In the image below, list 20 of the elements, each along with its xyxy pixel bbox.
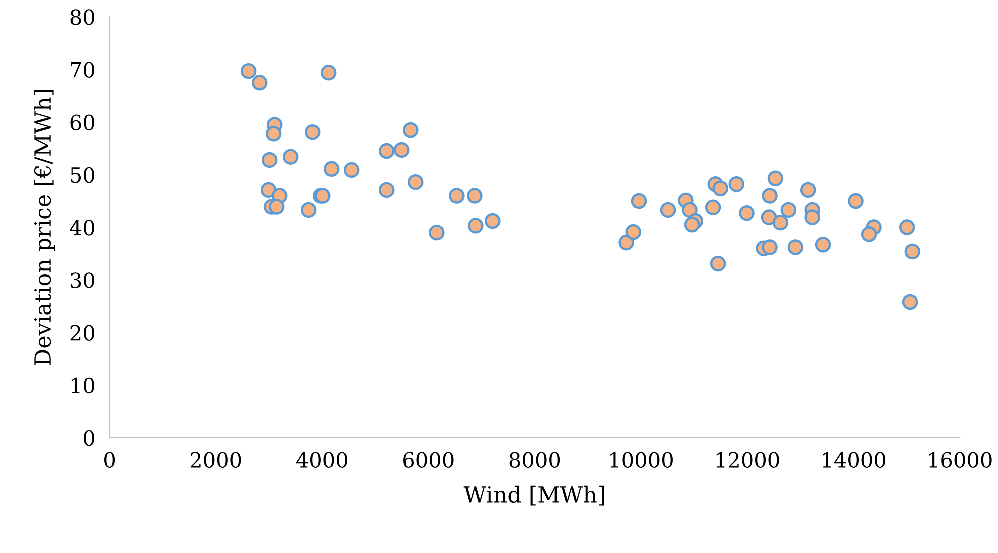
y-tick-label: 70: [71, 62, 95, 78]
x-tick-label: 12000: [716, 452, 780, 468]
x-tick-label: 14000: [823, 452, 886, 468]
y-tick-label: 0: [84, 430, 95, 446]
y-tick-label: 10: [72, 378, 95, 394]
y-tick-label: 40: [70, 220, 95, 236]
x-tick-label: 4000: [296, 452, 348, 468]
y-tick-label: 20: [70, 325, 95, 341]
x-tick-label: 8000: [510, 452, 560, 468]
y-axis-title: Deviation price [€/MWh]: [34, 90, 56, 366]
x-tick-label: 2000: [190, 452, 242, 468]
y-tick-label: 30: [70, 272, 95, 288]
x-tick-label: 16000: [929, 452, 992, 468]
x-tick-label: 0: [104, 452, 116, 468]
y-tick-label: 80: [70, 10, 95, 26]
x-tick-label: 6000: [404, 452, 454, 468]
x-tick-label: 10000: [610, 452, 673, 468]
y-tick-label: 50: [71, 167, 95, 184]
y-tick-label: 60: [70, 114, 95, 131]
x-axis-title: Wind [MWh]: [464, 486, 604, 506]
